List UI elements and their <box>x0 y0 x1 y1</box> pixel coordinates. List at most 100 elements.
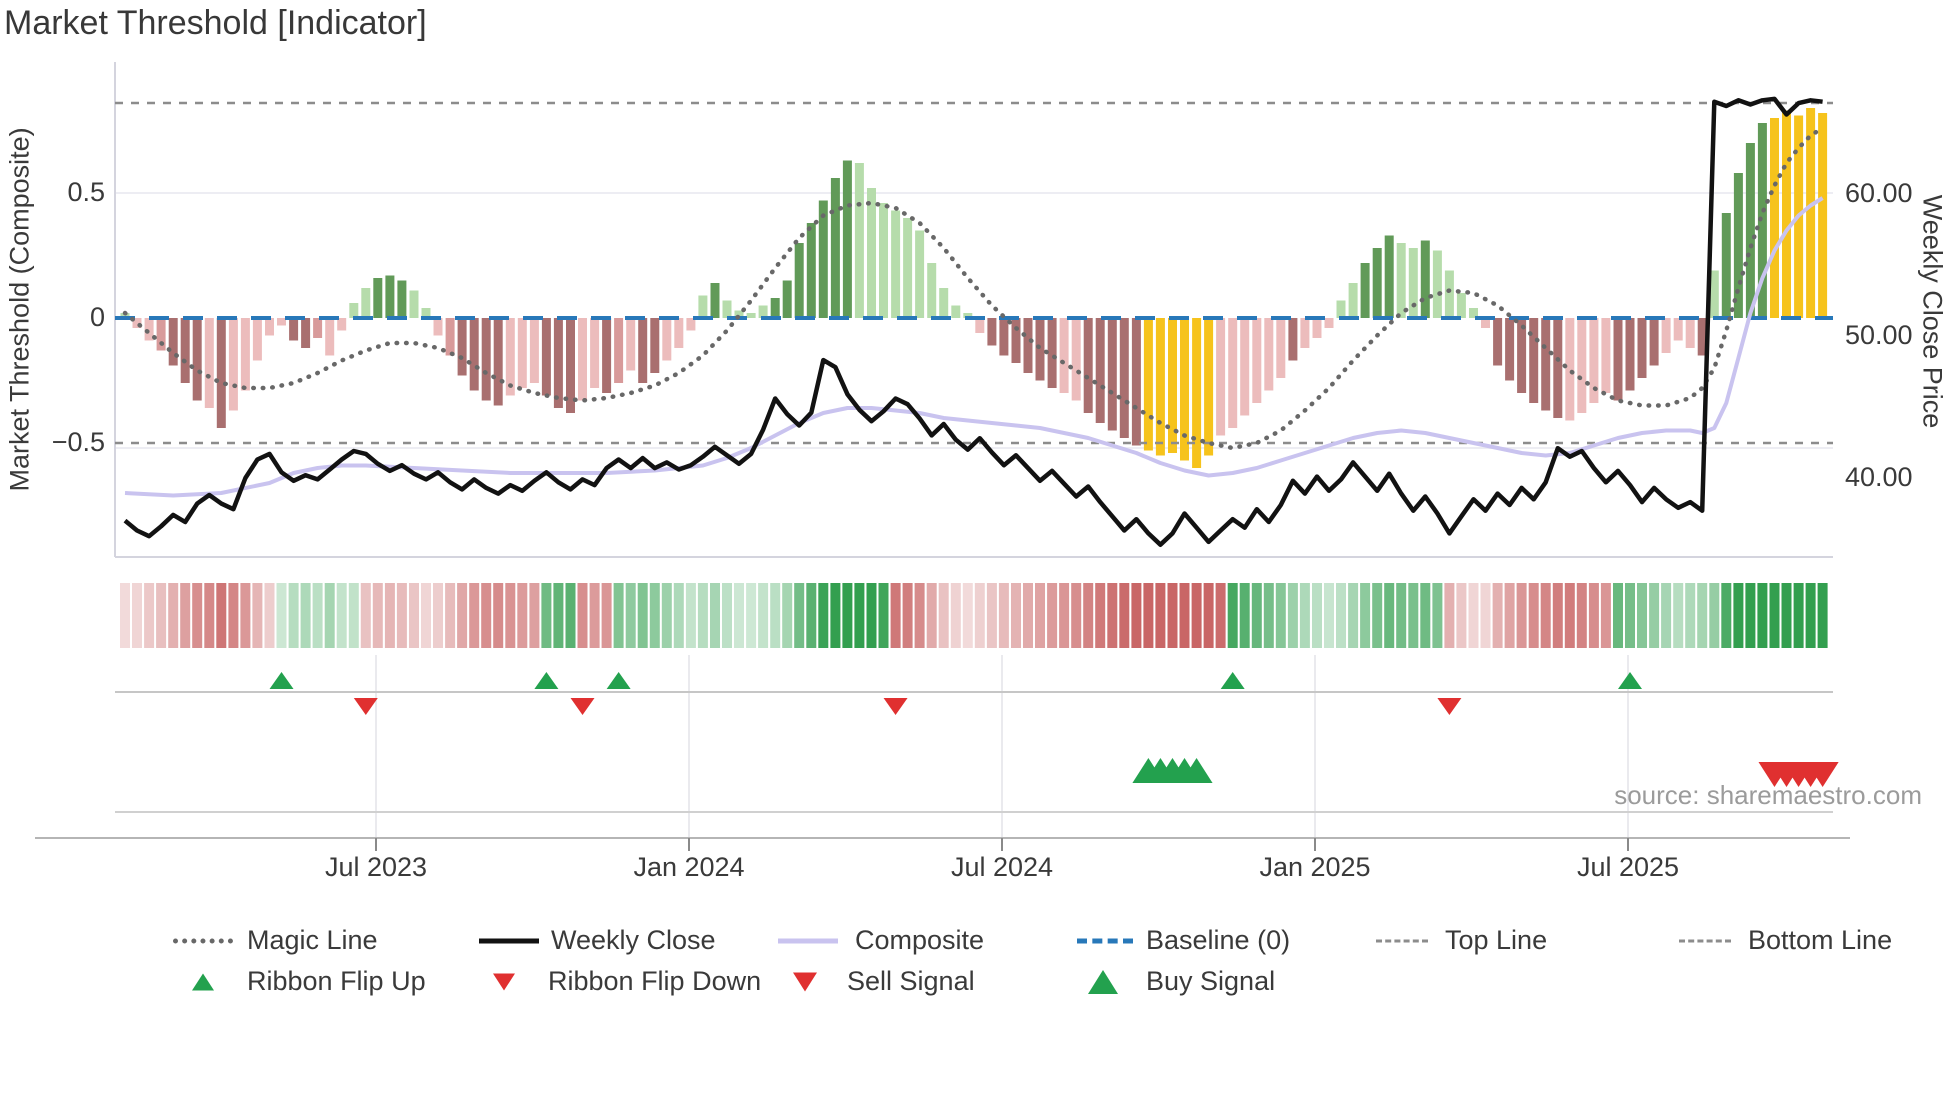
buy-signal-icon <box>1088 970 1118 994</box>
ribbon-cell <box>1155 583 1166 648</box>
ribbon-cell <box>276 583 287 648</box>
indicator-bar <box>710 283 720 318</box>
ribbon-cell <box>372 583 383 648</box>
ribbon-cell <box>1588 583 1599 648</box>
x-tick-jul-2023: Jul 2023 <box>324 852 428 882</box>
indicator-bar <box>1649 318 1659 366</box>
legend-buy-signal: Buy Signal <box>1146 965 1276 996</box>
ribbon-cell <box>986 583 997 648</box>
ribbon-cell <box>1516 583 1527 648</box>
indicator-bar <box>650 318 660 373</box>
ribbon-cell <box>734 583 744 648</box>
ribbon-cell <box>1083 583 1094 648</box>
right-axis-tick-60: 60.00 <box>1845 177 1913 208</box>
ribbon-cell <box>565 583 576 648</box>
indicator-bar <box>361 288 371 318</box>
ribbon-cell <box>589 583 600 648</box>
ribbon-cell <box>1468 583 1479 648</box>
ribbon-cell <box>1600 583 1611 648</box>
indicator-bar <box>1577 318 1587 413</box>
indicator-bar <box>746 313 756 318</box>
ribbon-cell <box>1372 583 1383 648</box>
ribbon-cell <box>758 583 769 648</box>
indicator-bar <box>1360 263 1370 318</box>
legend-top-line: Top Line <box>1445 924 1548 955</box>
ribbon-cell <box>505 583 516 648</box>
indicator-bar <box>240 318 250 391</box>
indicator-bar <box>891 210 901 318</box>
indicator-bar <box>289 318 299 341</box>
legend-magic-line: Magic Line <box>247 924 378 955</box>
ribbon-cell <box>1119 583 1130 648</box>
indicator-bar <box>854 163 864 318</box>
indicator-bar <box>337 318 347 331</box>
top-line-swatch <box>1376 939 1428 943</box>
x-tick-jul-2024: Jul 2024 <box>950 852 1054 882</box>
indicator-bar <box>1095 318 1105 423</box>
ribbon-cell <box>1709 583 1720 648</box>
left-axis-tick-neg0.5: −0.5 <box>51 426 105 457</box>
indicator-bar <box>1035 318 1045 381</box>
indicator-bar <box>1709 270 1719 318</box>
indicator-bar <box>373 278 383 318</box>
ribbon-cell <box>360 583 371 648</box>
indicator-bar <box>1264 318 1274 391</box>
indicator-bar <box>1408 248 1418 318</box>
composite-line <box>124 196 1824 498</box>
indicator-bar <box>529 318 539 383</box>
ribbon-flip-up-marker <box>1618 672 1642 689</box>
ribbon-cell <box>228 583 239 648</box>
ribbon-cell <box>914 583 925 648</box>
indicator-bar <box>445 318 455 356</box>
ribbon-cell <box>445 583 456 648</box>
ribbon-cell <box>1733 583 1744 648</box>
buy-signal-marker <box>1180 758 1213 783</box>
ribbon-cell <box>493 583 504 648</box>
indicator-bar <box>265 318 274 336</box>
ribbon-cell <box>1685 583 1696 648</box>
ribbon-cell <box>433 583 443 648</box>
ribbon-cell <box>216 583 227 648</box>
page-title: Market Threshold [Indicator] <box>4 4 427 42</box>
ribbon-cell <box>697 583 708 648</box>
ribbon-flip-down-marker <box>570 698 595 715</box>
indicator-bar <box>686 318 696 331</box>
ribbon-cell <box>1552 583 1563 648</box>
ribbon-flip-up-marker <box>1220 672 1245 689</box>
indicator-bar <box>505 318 515 396</box>
ribbon-cell <box>1444 583 1455 648</box>
ribbon-cell <box>1396 583 1407 648</box>
indicator-bar <box>1083 318 1093 413</box>
ribbon-cell <box>1131 583 1142 648</box>
indicator-bar <box>1420 240 1430 318</box>
ribbon-cell <box>1312 583 1322 648</box>
composite-swatch <box>778 938 838 944</box>
ribbon-flip-down-marker <box>883 698 908 715</box>
ribbon-cell <box>637 583 648 648</box>
ribbon-cell <box>348 583 359 648</box>
indicator-bar <box>602 318 612 393</box>
indicator-bar <box>1757 123 1767 318</box>
ribbon-cell <box>1540 583 1551 648</box>
ribbon-cell <box>1287 583 1298 648</box>
ribbon-cell <box>144 583 155 648</box>
indicator-bar <box>349 303 359 318</box>
indicator-bar <box>806 223 816 318</box>
ribbon-cell <box>1384 583 1395 648</box>
ribbon-flip-down-marker <box>1437 698 1462 715</box>
ribbon-cell <box>601 583 612 648</box>
ribbon-cell <box>770 583 781 648</box>
ribbon-cell <box>529 583 540 648</box>
baseline-swatch <box>1077 938 1133 944</box>
indicator-bar <box>144 318 154 341</box>
ribbon-cell <box>673 583 684 648</box>
ribbon-cell <box>1576 583 1587 648</box>
ribbon-cell <box>1757 583 1768 648</box>
indicator-bar <box>541 318 551 396</box>
ribbon-cell <box>890 583 901 648</box>
ribbon-cell <box>1035 583 1045 648</box>
source-note: source: sharemaestro.com <box>1614 780 1922 810</box>
ribbon-cell <box>1661 583 1672 648</box>
indicator-bar <box>252 318 262 361</box>
